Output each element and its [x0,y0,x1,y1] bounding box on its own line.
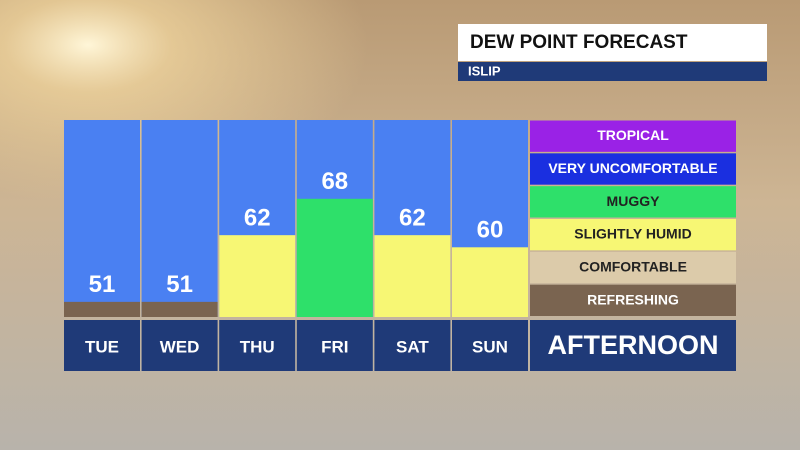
day-box [296,320,373,371]
legend-label: VERY UNCOMFORTABLE [548,160,717,176]
legend-swatch [530,153,736,185]
value-label: 51 [166,271,193,298]
bar [296,198,373,317]
bar [452,247,528,317]
day-label: WED [160,337,200,356]
day-label: TUE [85,337,119,356]
legend-label: TROPICAL [597,127,669,143]
day-box [452,320,528,371]
legend-swatch [530,251,736,284]
bar [64,301,140,317]
bar [374,235,451,317]
day-box [141,320,218,371]
value-label: 51 [89,271,116,298]
subtitle: ISLIP [468,63,501,78]
day-label: FRI [321,337,348,356]
bar [219,235,296,317]
day-box [374,320,451,371]
title: DEW POINT FORECAST [470,32,688,53]
title-box [458,24,767,61]
legend-label: REFRESHING [587,291,679,307]
column-background [141,120,218,317]
period-box [530,320,736,371]
subtitle-box [458,62,767,81]
legend-label: COMFORTABLE [579,258,687,274]
day-box [219,320,296,371]
day-label: SAT [396,337,429,356]
value-label: 62 [399,205,426,232]
value-label: 60 [477,217,504,244]
legend-swatch [530,219,736,251]
day-label: THU [240,337,275,356]
legend-label: SLIGHTLY HUMID [574,226,691,242]
legend-swatch [530,284,736,316]
legend-swatch [530,186,736,218]
legend-label: MUGGY [607,193,661,209]
day-box [64,320,140,371]
value-label: 62 [244,205,271,232]
value-label: 68 [321,168,348,195]
day-label: SUN [472,337,508,356]
legend-swatch [530,120,736,152]
bar [141,301,218,317]
column-background [64,120,140,317]
period-label: AFTERNOON [548,330,719,360]
